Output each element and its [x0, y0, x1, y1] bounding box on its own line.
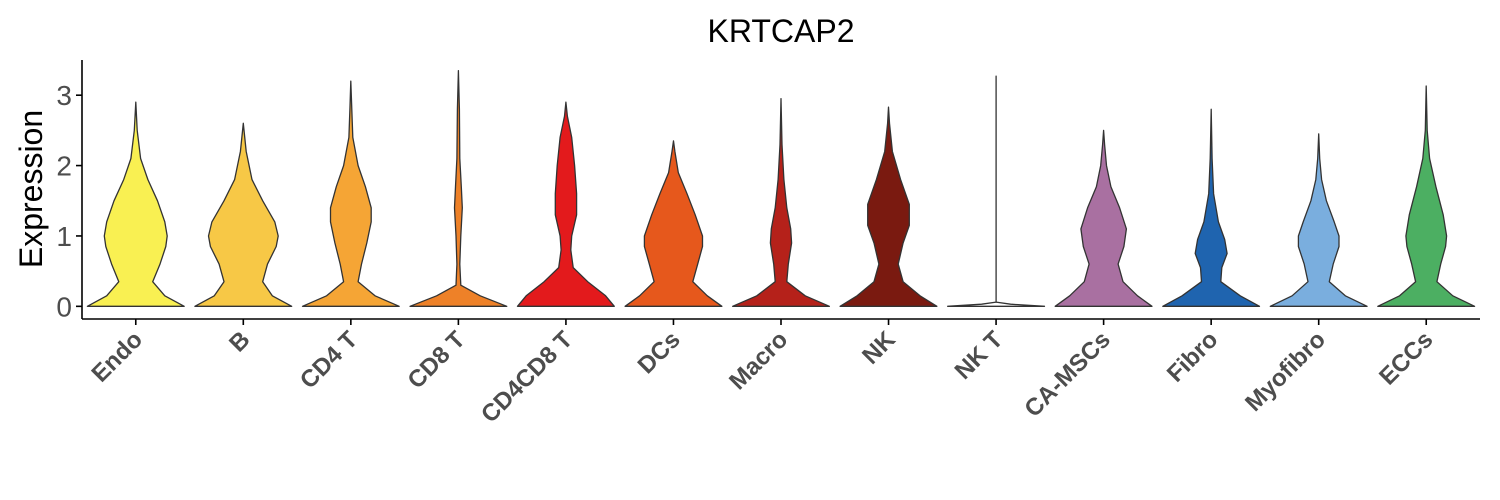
- violin-eccs: [1377, 85, 1476, 307]
- violin-nk-t: [947, 75, 1046, 307]
- x-tick-label: ECCs: [1374, 326, 1438, 390]
- y-tick-label: 3: [56, 80, 72, 111]
- x-tick-label: Macro: [724, 326, 793, 395]
- violin-myofibro: [1269, 133, 1368, 307]
- x-tick-label: NK T: [950, 326, 1009, 385]
- violin-endo: [86, 101, 185, 307]
- violin-b: [194, 122, 293, 307]
- x-axis-ticks: Endo B CD4 T CD8 T CD4CD8 T DCs Macro NK NK T CA-…: [86, 319, 1438, 428]
- x-tick-label: Endo: [86, 326, 148, 388]
- x-tick-label: Myofibro: [1240, 326, 1331, 417]
- x-tick-label: DCs: [633, 326, 686, 379]
- violin-macro: [731, 98, 831, 307]
- x-tick-label: CD8 T: [403, 326, 471, 394]
- violins: [86, 69, 1476, 307]
- x-tick-label: NK: [857, 326, 901, 370]
- violin-fibro: [1162, 108, 1261, 307]
- chart-title: KRTCAP2: [707, 13, 854, 49]
- x-tick-label: Fibro: [1162, 326, 1224, 388]
- y-tick-label: 2: [56, 151, 72, 182]
- violin-dcs: [624, 140, 723, 307]
- violin-cd8-t: [409, 69, 508, 307]
- y-tick-label: 0: [56, 291, 72, 322]
- violin-cd4cd8-t: [516, 101, 615, 307]
- violin-ca-mscs: [1054, 129, 1153, 307]
- y-axis-ticks: 0 1 2 3: [56, 80, 82, 322]
- x-tick-label: B: [224, 326, 255, 357]
- y-axis-label: Expression: [13, 110, 49, 268]
- x-tick-label: CD4 T: [295, 326, 363, 394]
- x-tick-label: CD4CD8 T: [476, 326, 578, 428]
- y-tick-label: 1: [56, 221, 72, 252]
- violin-nk: [839, 106, 938, 307]
- x-tick-label: CA-MSCs: [1019, 326, 1115, 422]
- violin-cd4-t: [301, 80, 400, 307]
